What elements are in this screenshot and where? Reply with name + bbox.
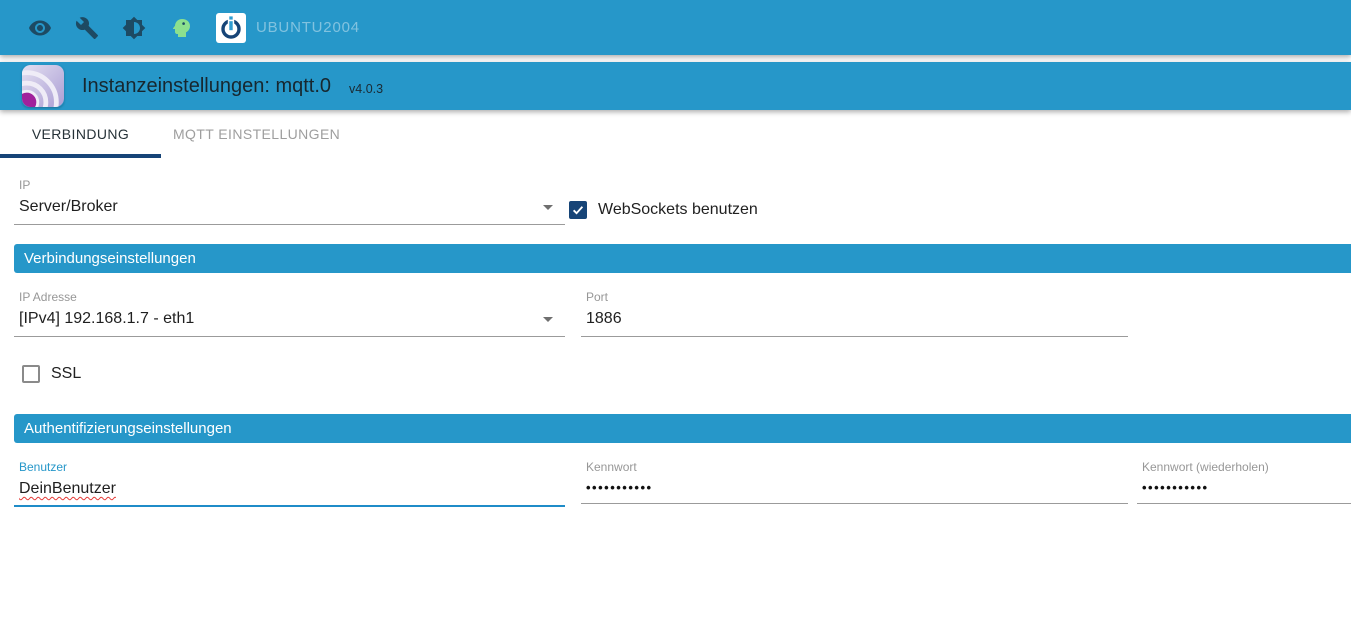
app-topbar: UBUNTU2004 (0, 0, 1351, 55)
mqtt-adapter-icon (22, 65, 64, 107)
password-value: ••••••••••• (586, 480, 653, 495)
section-connection: Verbindungseinstellungen (14, 244, 1351, 273)
hostname-label: UBUNTU2004 (256, 19, 360, 36)
ip-type-label: IP (19, 178, 31, 192)
chevron-down-icon (543, 204, 553, 210)
ssl-checkbox[interactable]: SSL (22, 365, 1351, 383)
user-value: DeinBenutzer (19, 480, 116, 497)
ip-type-value: Server/Broker (19, 198, 118, 215)
port-label: Port (586, 290, 609, 304)
brightness-icon[interactable] (122, 16, 146, 40)
ip-address-label: IP Adresse (19, 290, 77, 304)
adapter-version: v4.0.3 (349, 82, 384, 96)
websockets-label: WebSockets benutzen (598, 201, 758, 218)
password-repeat-label: Kennwort (wiederholen) (1142, 460, 1269, 474)
ssl-label: SSL (51, 365, 82, 382)
settings-tabs: VERBINDUNG MQTT EINSTELLUNGEN (0, 110, 1351, 158)
port-field[interactable]: Port 1886 (581, 290, 1128, 337)
visibility-icon[interactable] (28, 16, 52, 40)
password-repeat-field[interactable]: Kennwort (wiederholen) ••••••••••• (1137, 460, 1351, 504)
user-field[interactable]: Benutzer DeinBenutzer (14, 460, 565, 507)
page-title: Instanzeinstellungen: mqtt.0 (82, 74, 332, 97)
websockets-checkbox[interactable]: WebSockets benutzen (569, 201, 1116, 219)
instance-header: Instanzeinstellungen: mqtt.0 v4.0.3 (0, 62, 1351, 110)
section-authentication: Authentifizierungseinstellungen (14, 414, 1351, 443)
ip-address-value: [IPv4] 192.168.1.7 - eth1 (19, 310, 195, 327)
ip-type-select[interactable]: IP Server/Broker (14, 178, 565, 225)
checkbox-box (22, 365, 40, 383)
port-value: 1886 (586, 310, 622, 327)
ip-address-select[interactable]: IP Adresse [IPv4] 192.168.1.7 - eth1 (14, 290, 565, 337)
chevron-down-icon (543, 316, 553, 322)
iobroker-logo[interactable] (216, 12, 246, 43)
password-field[interactable]: Kennwort ••••••••••• (581, 460, 1128, 504)
settings-content: IP Server/Broker WebSockets benutzen Ver… (0, 158, 1351, 547)
tab-verbindung[interactable]: VERBINDUNG (0, 110, 161, 158)
tab-mqtt-einstellungen[interactable]: MQTT EINSTELLUNGEN (173, 126, 341, 142)
password-repeat-value: ••••••••••• (1142, 480, 1209, 495)
password-label: Kennwort (586, 460, 637, 474)
wrench-icon[interactable] (75, 16, 99, 40)
expert-mode-icon[interactable] (169, 16, 193, 40)
user-label: Benutzer (19, 460, 68, 474)
checkbox-box (569, 201, 587, 219)
